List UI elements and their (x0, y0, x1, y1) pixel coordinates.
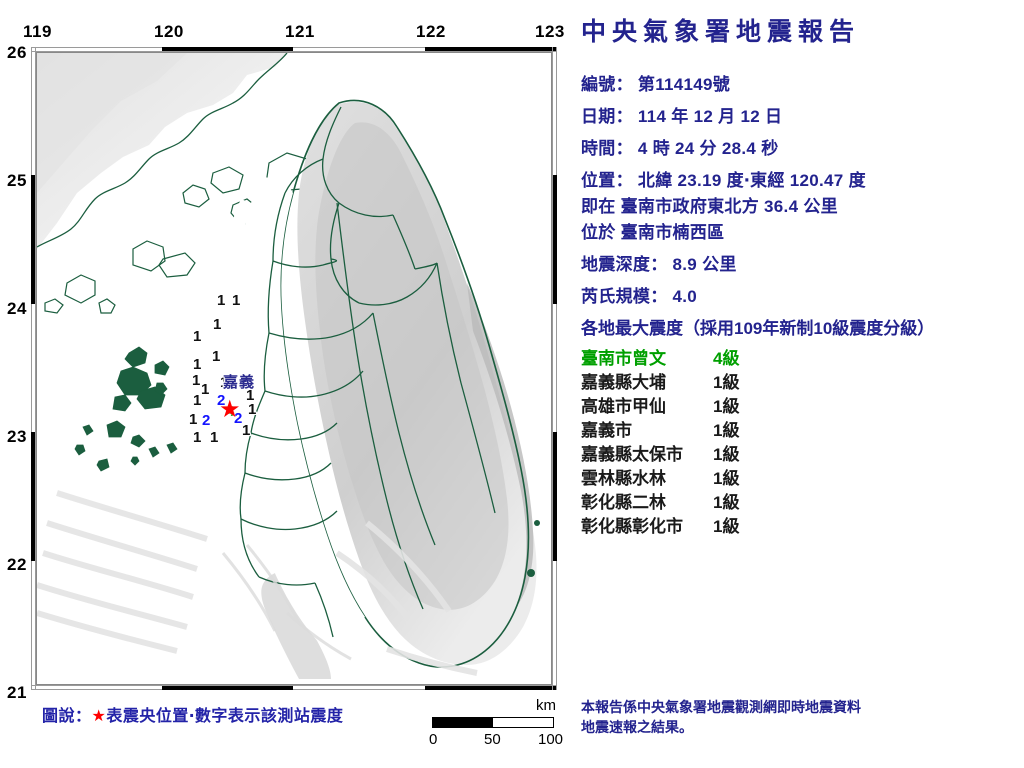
lat-tick-26: 26 (7, 43, 27, 62)
report-info-panel: 中央氣象署地震報告 編號： 第114149號日期： 114 年 12 月 12 … (578, 0, 1024, 768)
station-intensity-marker: 1 (189, 411, 198, 428)
intensity-level: 1級 (713, 469, 740, 488)
lon-tick-122: 122 (416, 22, 446, 41)
intensity-row: 彰化縣二林 1級 (581, 488, 831, 512)
scale-tick-50: 50 (484, 731, 501, 748)
station-intensity-marker: 1 (193, 392, 202, 409)
scale-bar-graphic (432, 717, 554, 728)
intensity-row: 嘉義縣太保市 1級 (581, 440, 831, 464)
station-intensity-marker: 1 (248, 401, 257, 418)
station-intensity-marker: 1 (193, 328, 202, 345)
station-intensity-marker: 1 (193, 429, 202, 446)
report-field-date: 日期： 114 年 12 月 12 日 (581, 107, 783, 126)
intensity-level: 1級 (713, 493, 740, 512)
report-field-relative: 即在 臺南市政府東北方 36.4 公里 (581, 197, 838, 216)
intensity-level: 4級 (713, 349, 740, 368)
intensity-row: 嘉義市 1級 (581, 416, 831, 440)
lon-tick-121: 121 (285, 22, 315, 41)
scale-tick-100: 100 (538, 731, 564, 748)
map-legend-caption: 圖說：★表震央位置‧數字表示該測站震度 (42, 702, 343, 726)
report-field-district: 位於 臺南市楠西區 (581, 223, 725, 242)
station-intensity-marker: 1 (212, 348, 221, 365)
epicenter-star: ★ (219, 396, 241, 423)
report-field-time: 時間： 4 時 24 分 28.4 秒 (581, 139, 779, 158)
station-intensity-marker: 4 (226, 403, 235, 420)
intensity-location: 嘉義縣太保市 (581, 445, 683, 464)
lat-tick-24: 24 (7, 299, 27, 318)
station-intensity-marker: 1 (213, 316, 222, 333)
map-panel: 119 120 121 122 123 26 25 24 23 22 21 (7, 22, 565, 748)
footnote-line-2: 地震速報之結果。 (581, 719, 693, 735)
footnote-line-1: 本報告係中央氣象署地震觀測網即時地震資料 (581, 699, 861, 715)
legend-star-icon: ★ (91, 708, 107, 725)
intensity-list: 臺南市曾文 4級 嘉義縣大埔 1級 高雄市甲仙 1級 嘉義市 1級 嘉義縣太保市 1級 雲林縣水林 1… (581, 344, 831, 536)
max-intensity-heading: 各地最大震度（採用109年新制10級震度分級） (581, 319, 935, 338)
intensity-location: 嘉義市 (581, 421, 632, 440)
lon-tick-119: 119 (23, 22, 52, 41)
station-intensity-marker: 1 (193, 356, 202, 373)
intensity-level: 1級 (713, 421, 740, 440)
station-intensity-marker: 2 (217, 392, 226, 409)
intensity-location: 臺南市曾文 (581, 349, 666, 368)
intensity-row: 嘉義縣大埔 1級 (581, 368, 831, 392)
report-field-depth: 地震深度： 8.9 公里 (581, 255, 737, 274)
station-intensity-marker: 1 (232, 292, 241, 309)
station-intensity-marker: 2 (202, 412, 211, 429)
report-field-no: 編號： 第114149號 (581, 75, 731, 94)
lat-tick-23: 23 (7, 427, 27, 446)
intensity-location: 彰化縣彰化市 (581, 517, 683, 536)
report-footnote: 本報告係中央氣象署地震觀測網即時地震資料 地震速報之結果。 (581, 697, 861, 737)
report-field-magnitude: 芮氏規模： 4.0 (581, 287, 698, 306)
station-intensity-marker: 2 (234, 410, 243, 427)
intensity-row: 雲林縣水林 1級 (581, 464, 831, 488)
intensity-location: 雲林縣水林 (581, 469, 666, 488)
scale-unit: km (536, 697, 556, 714)
report-field-location: 位置： 北緯 23.19 度‧東經 120.47 度 (581, 171, 866, 190)
station-intensity-marker: 1 (192, 372, 201, 389)
legend-prefix: 圖說： (42, 708, 92, 725)
intensity-location: 嘉義縣大埔 (581, 373, 666, 392)
station-intensity-marker: 1 (201, 381, 210, 398)
lon-tick-120: 120 (154, 22, 184, 41)
station-intensity-marker: 1 (220, 374, 229, 391)
intensity-level: 1級 (713, 397, 740, 416)
city-label-chiayi: 嘉義 (223, 374, 256, 391)
scale-tick-0: 0 (429, 731, 438, 748)
intensity-row: 彰化縣彰化市 1級 (581, 512, 831, 536)
intensity-location: 高雄市甲仙 (581, 397, 666, 416)
lon-tick-123: 123 (535, 22, 565, 41)
intensity-row: 高雄市甲仙 1級 (581, 392, 831, 416)
intensity-location: 彰化縣二林 (581, 493, 666, 512)
map-geometry (37, 53, 540, 679)
intensity-row: 臺南市曾文 4級 (581, 344, 831, 368)
intensity-level: 1級 (713, 445, 740, 464)
cwa-logo-watermark (519, 682, 552, 685)
lat-tick-21: 21 (7, 683, 27, 702)
station-intensity-marker: 1 (210, 429, 219, 446)
station-intensity-marker: 1 (242, 422, 251, 439)
intensity-level: 1級 (713, 373, 740, 392)
lat-tick-25: 25 (7, 171, 27, 190)
legend-text: 表震央位置‧數字表示該測站震度 (106, 708, 344, 725)
station-intensity-marker: 1 (246, 387, 255, 404)
lat-tick-22: 22 (7, 555, 27, 574)
intensity-level: 1級 (713, 517, 740, 536)
station-intensity-marker: 1 (217, 292, 226, 309)
report-title: 中央氣象署地震報告 (581, 18, 861, 46)
